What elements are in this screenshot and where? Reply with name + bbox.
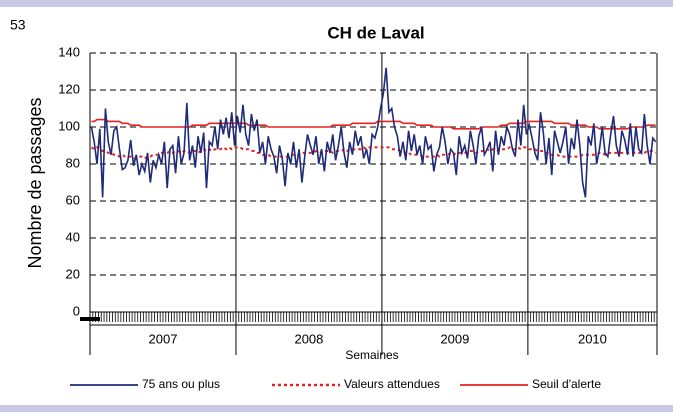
legend-label: Valeurs attendues [344,377,440,391]
x-group-label: 2008 [294,331,323,346]
y-tick-label: 140 [58,44,80,59]
chart-title: CH de Laval [327,23,424,42]
bottom-band [0,405,673,412]
x-axis-label: Semaines [345,348,398,362]
y-axis-label: Nombre de passages [25,97,45,268]
y-tick-label: 80 [66,155,80,170]
y-tick-label: 100 [58,118,80,133]
top-band [0,0,673,7]
y-tick-label: 60 [66,192,80,207]
y-tick-label: 40 [66,229,80,244]
x-group-label: 2009 [440,331,469,346]
legend-label: Seuil d'alerte [532,377,601,391]
y-tick-label: 120 [58,81,80,96]
y-tick-label: 20 [66,266,80,281]
x-group-label: 2010 [578,331,607,346]
x-group-label: 2007 [149,331,178,346]
series-line [90,67,657,198]
y-tick-label: 0 [73,303,80,318]
legend-label: 75 ans ou plus [142,377,220,391]
page-number: 53 [10,17,26,33]
